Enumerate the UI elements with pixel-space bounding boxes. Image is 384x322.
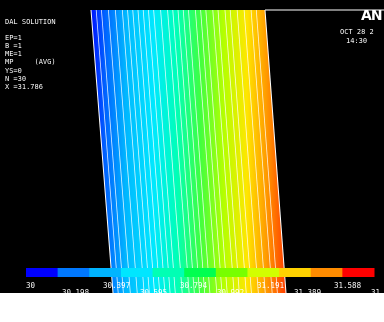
graphics-viewport: DAL SOLUTION EP=1 B =1 ME=1 MP (AVG) YS=0 N =… xyxy=(0,0,384,293)
legend-label-upper: 30.397 xyxy=(103,281,131,290)
contour-line xyxy=(243,9,266,293)
contour-line xyxy=(101,9,124,293)
legend-swatch xyxy=(152,268,185,277)
contour-band xyxy=(90,9,384,293)
legend-label-lower: 30.992 xyxy=(217,288,245,293)
contour-line xyxy=(148,9,171,293)
contour-line xyxy=(236,9,259,293)
contour-line xyxy=(195,9,218,293)
legend-swatch xyxy=(215,268,248,277)
contour-line xyxy=(153,9,176,293)
contour-line xyxy=(182,9,206,293)
date-text: OCT 28 2 xyxy=(340,28,374,36)
contour-line xyxy=(177,9,200,293)
contour-line xyxy=(127,9,150,293)
legend-swatch xyxy=(89,268,122,277)
solution-info: DAL SOLUTION EP=1 B =1 ME=1 MP (AVG) YS=0 N =… xyxy=(5,18,56,91)
legend-swatch xyxy=(247,268,280,277)
color-legend xyxy=(26,268,375,277)
info-line: MP (AVG) xyxy=(5,58,56,67)
contour-line xyxy=(250,9,273,293)
contour-line xyxy=(200,9,223,293)
contour-line xyxy=(229,9,252,293)
contour-line xyxy=(137,9,161,293)
contour-plot xyxy=(90,9,384,293)
model-edge-right xyxy=(264,9,287,293)
legend-label-upper: 30.794 xyxy=(180,281,208,290)
legend-label-upper: 30 xyxy=(26,281,36,290)
info-line: X =31.786 xyxy=(5,82,43,91)
contour-line xyxy=(217,9,240,293)
legend-swatch xyxy=(120,268,154,277)
contour-line xyxy=(121,9,145,293)
time-text: 14:30 xyxy=(346,36,368,45)
info-line: N =30 xyxy=(5,74,27,83)
contour-line xyxy=(172,9,195,293)
contour-line xyxy=(255,9,278,293)
brand-logo: AN xyxy=(361,8,383,24)
contour-line xyxy=(160,9,183,293)
legend-label-upper: 31.588 xyxy=(334,281,362,290)
legend-swatch xyxy=(279,268,312,277)
contour-line xyxy=(108,9,131,293)
legend-label-lower: 31 xyxy=(371,288,381,293)
info-line: EP=1 xyxy=(5,34,22,43)
legend-swatch xyxy=(342,268,375,277)
contour-line xyxy=(132,9,155,293)
legend-label-lower: 30.198 xyxy=(62,288,90,293)
info-line: B =1 xyxy=(5,42,22,51)
info-line: YS=0 xyxy=(5,66,22,75)
contour-line xyxy=(142,9,166,293)
contour-line xyxy=(205,9,228,293)
info-line: DAL SOLUTION xyxy=(5,18,56,26)
legend-swatch xyxy=(184,268,217,277)
info-line: ME=1 xyxy=(5,50,22,59)
legend-label-upper: 31.191 xyxy=(257,281,285,290)
legend-label-lower: 30.595 xyxy=(140,288,168,293)
legend-swatch xyxy=(57,268,90,277)
legend-label-lower: 31.389 xyxy=(294,288,322,293)
legend-swatch xyxy=(310,268,343,277)
model-edge-left xyxy=(90,9,114,293)
date-time: OCT 28 2 14:30 xyxy=(340,28,374,45)
contour-line xyxy=(188,9,211,293)
contour-line xyxy=(114,9,138,293)
contour-line xyxy=(95,9,119,293)
legend-swatch xyxy=(26,268,59,277)
contour-line xyxy=(167,9,190,293)
contour-line xyxy=(212,9,235,293)
contour-line xyxy=(224,9,247,293)
